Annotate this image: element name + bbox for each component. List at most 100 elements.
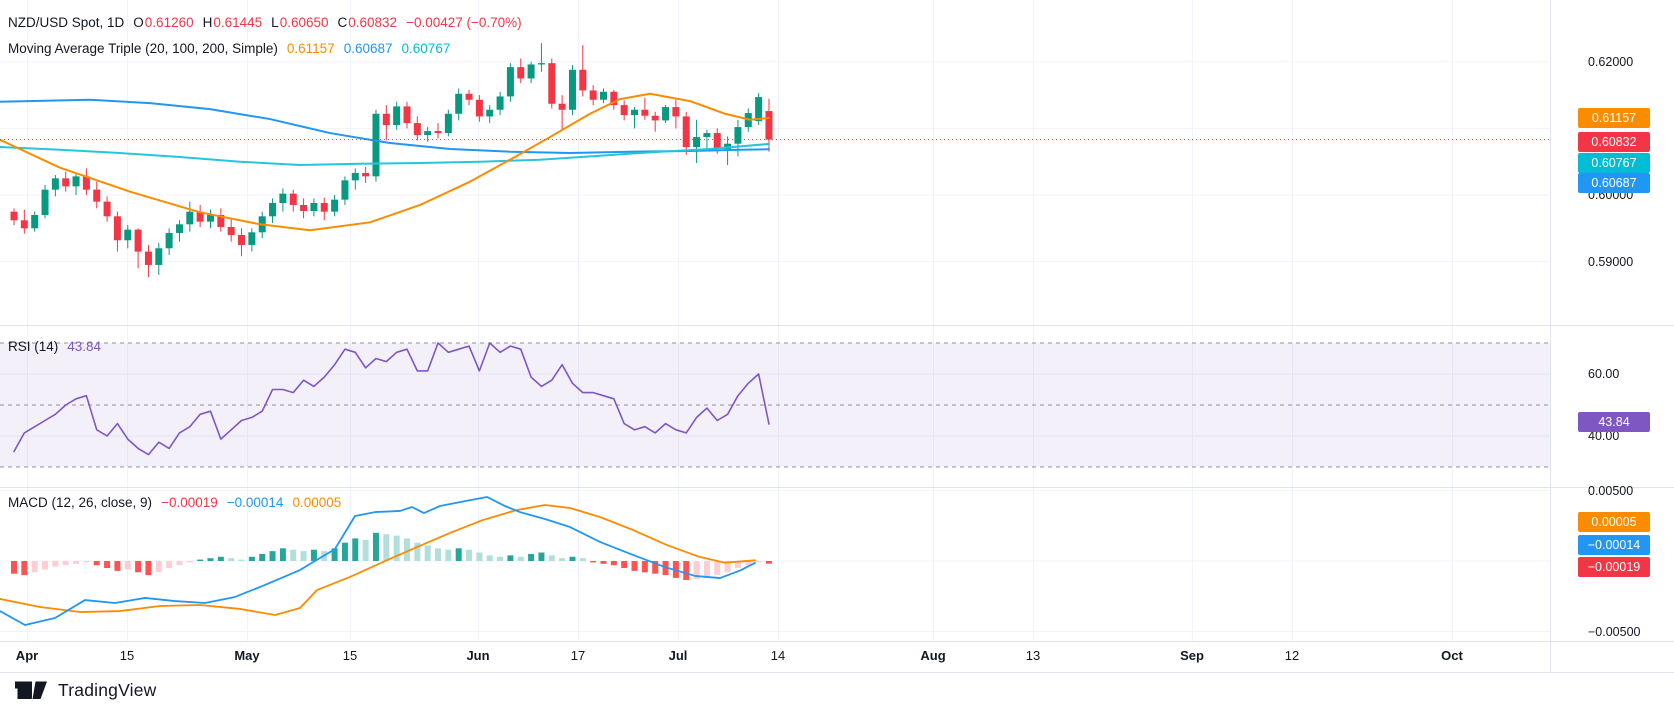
candle-body — [206, 214, 214, 222]
macd-histogram-bar — [745, 561, 752, 566]
candle-body — [72, 176, 80, 187]
macd-title[interactable]: MACD (12, 26, close, 9) — [8, 495, 153, 510]
macd-histogram-bar — [52, 561, 59, 567]
macd-histogram-bar — [734, 561, 741, 569]
ma20-value: 0.61157 — [286, 41, 335, 56]
candle-body — [599, 91, 607, 100]
macd-histogram-bar — [73, 561, 80, 564]
chart-canvas[interactable] — [0, 0, 1674, 673]
candle-body — [496, 96, 504, 110]
candle-body — [465, 93, 473, 100]
candle-body — [475, 99, 483, 117]
candle-body — [651, 115, 659, 121]
candle-body — [82, 176, 90, 190]
macd-histogram-bar — [403, 538, 410, 561]
macd-histogram-bar — [362, 539, 369, 561]
price-axis-label: 0.62000 — [1588, 54, 1634, 69]
ma-legend[interactable]: Moving Average Triple (20, 100, 200, Sim… — [8, 41, 450, 56]
candle-body — [144, 251, 152, 265]
candle-body — [620, 105, 628, 116]
macd-histogram-bar — [331, 548, 338, 561]
candle-body — [610, 91, 618, 106]
ma20-line — [0, 92, 770, 232]
candle-body — [279, 193, 287, 203]
candle-body — [486, 109, 494, 117]
macd-histogram-bar — [714, 561, 721, 576]
low-value: L 0.60650 — [271, 15, 329, 30]
candle-body — [310, 202, 318, 211]
attribution-bar: TradingView — [13, 678, 157, 702]
macd-histogram-bar — [755, 561, 762, 563]
candle-body — [62, 178, 70, 187]
candle-body — [248, 232, 256, 245]
candle-body — [455, 93, 463, 114]
rsi-legend[interactable]: RSI (14) 43.84 — [8, 339, 101, 354]
rsi-value: 43.84 — [67, 339, 102, 354]
ma-title[interactable]: Moving Average Triple (20, 100, 200, Sim… — [8, 41, 278, 56]
macd-hist-value: −0.00019 — [161, 495, 218, 510]
macd-legend[interactable]: MACD (12, 26, close, 9) −0.00019 −0.0001… — [8, 495, 341, 510]
candle-body — [124, 229, 132, 241]
macd-histogram-bar — [445, 549, 452, 561]
macd-histogram-bar — [135, 561, 142, 573]
macd-histogram-bar — [269, 551, 276, 561]
macd-line-value: −0.00014 — [226, 495, 284, 510]
macd-histogram-bar — [207, 558, 214, 561]
candle-body — [372, 113, 380, 177]
symbol-legend[interactable]: NZD/USD Spot, 1D O 0.61260 H 0.61445 L 0.60… — [8, 15, 522, 30]
candle-body — [10, 211, 18, 221]
macd-line — [0, 496, 756, 626]
ma100-line — [0, 98, 770, 155]
macd-histogram-bar — [486, 555, 493, 561]
macd-histogram-bar — [383, 534, 390, 561]
candle-body — [196, 211, 204, 222]
candle-body — [382, 113, 390, 126]
macd-histogram-bar — [631, 561, 638, 571]
macd-histogram-bar — [93, 561, 100, 566]
macd-histogram-bar — [476, 552, 483, 561]
brand-name[interactable]: TradingView — [58, 679, 157, 700]
candle-body — [444, 113, 452, 134]
macd-histogram-bar — [435, 548, 442, 561]
candle-body — [393, 106, 401, 126]
candle-body — [134, 229, 142, 252]
macd-histogram-bar — [621, 561, 628, 569]
macd-histogram-bar — [114, 561, 121, 571]
candle-body — [155, 248, 163, 265]
macd-histogram-bar — [186, 561, 193, 563]
tradingview-logo-icon[interactable] — [13, 678, 49, 702]
candle-body — [186, 211, 194, 225]
macd-histogram-bar — [279, 548, 286, 561]
time-axis-label: Oct — [1441, 648, 1463, 663]
candle-body — [579, 69, 587, 91]
candle-body — [300, 204, 308, 211]
macd-histogram-bar — [166, 561, 173, 569]
macd-histogram-bar — [414, 542, 421, 561]
time-axis-label: 13 — [1025, 648, 1041, 663]
macd-histogram-bar — [197, 559, 204, 561]
candle-body — [289, 193, 297, 205]
time-axis-label: 12 — [1284, 648, 1300, 663]
price-axis-badge: 0.60687 — [1578, 173, 1650, 193]
time-axis-label: 14 — [770, 648, 786, 663]
time-axis-label: 15 — [119, 648, 135, 663]
macd-histogram-bar — [124, 561, 131, 570]
price-axis-badge: 0.60767 — [1578, 152, 1650, 173]
macd-histogram-bar — [579, 558, 586, 561]
candle-body — [713, 133, 721, 150]
candle-body — [693, 137, 701, 148]
price-axis-label: 40.00 — [1588, 429, 1620, 443]
price-axis-badge: −0.00019 — [1578, 556, 1650, 577]
candle-body — [517, 67, 525, 79]
symbol-title[interactable]: NZD/USD Spot, 1D — [8, 15, 125, 30]
candle-body — [672, 107, 680, 117]
macd-histogram-bar — [497, 556, 504, 561]
candle-body — [506, 67, 514, 97]
candle-body — [424, 131, 432, 136]
ma200-value: 0.60767 — [401, 41, 451, 56]
ma100-value: 0.60687 — [343, 41, 393, 56]
time-axis-label: 15 — [342, 648, 358, 663]
price-axis-badge: −0.00014 — [1578, 534, 1650, 555]
macd-histogram-bar — [31, 561, 38, 573]
rsi-title[interactable]: RSI (14) — [8, 339, 59, 354]
